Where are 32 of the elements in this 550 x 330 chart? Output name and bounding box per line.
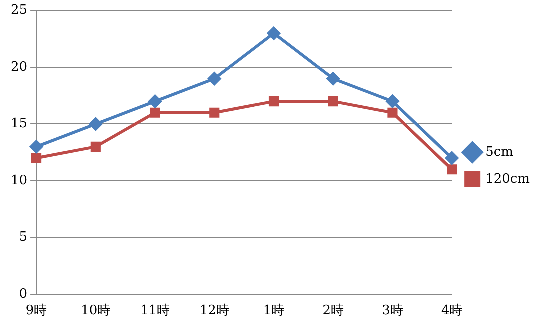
point bbox=[210, 108, 220, 118]
point bbox=[388, 108, 398, 118]
x-tick-label: 2時 bbox=[322, 304, 344, 319]
point bbox=[208, 72, 222, 86]
y-tick-label: 20 bbox=[10, 60, 28, 75]
point bbox=[267, 26, 280, 40]
x-tick-label: 1時 bbox=[263, 304, 285, 319]
point bbox=[328, 96, 338, 107]
point bbox=[30, 140, 44, 154]
y-tick-label: 0 bbox=[19, 286, 28, 302]
x-tick-label: 11時 bbox=[140, 304, 170, 319]
legend-label: 120cm bbox=[486, 172, 530, 187]
point bbox=[89, 118, 102, 131]
x-tick-label: 9時 bbox=[26, 304, 48, 319]
point bbox=[446, 152, 459, 165]
y-tick-label: 10 bbox=[10, 173, 28, 188]
legend-label: 5cm bbox=[486, 144, 514, 160]
point bbox=[386, 95, 400, 108]
x-tick-label: 12時 bbox=[200, 304, 230, 319]
point bbox=[447, 164, 458, 175]
point bbox=[150, 108, 160, 118]
point bbox=[268, 96, 280, 107]
x-tick-label: 4時 bbox=[441, 304, 463, 319]
y-tick-label: 5 bbox=[19, 230, 28, 246]
point bbox=[148, 95, 162, 108]
x-tick-label: 10時 bbox=[81, 304, 111, 319]
point bbox=[32, 153, 42, 164]
point bbox=[90, 142, 101, 152]
x-tick-label: 3時 bbox=[382, 304, 404, 319]
y-tick-label: 15 bbox=[10, 116, 28, 132]
point bbox=[326, 72, 340, 86]
y-tick-label: 25 bbox=[10, 3, 28, 18]
